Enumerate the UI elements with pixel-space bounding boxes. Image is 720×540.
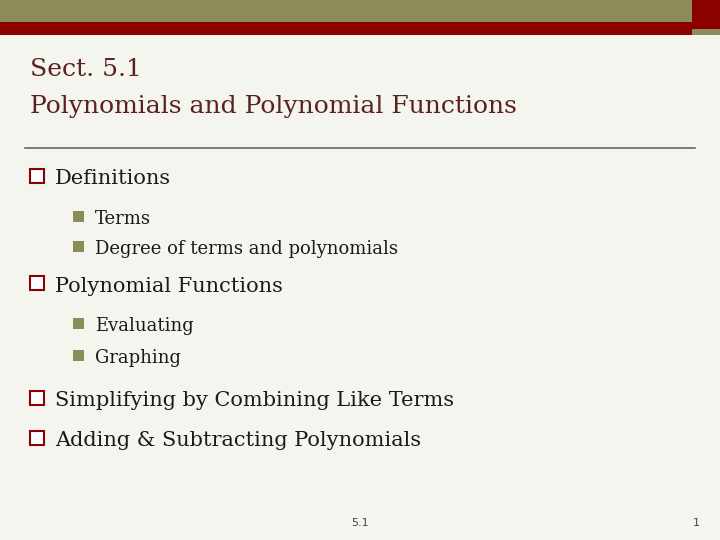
Bar xyxy=(73,318,84,329)
Bar xyxy=(73,241,84,252)
Text: Evaluating: Evaluating xyxy=(95,317,194,335)
Bar xyxy=(0,0,720,22)
Text: Polynomials and Polynomial Functions: Polynomials and Polynomial Functions xyxy=(30,95,517,118)
Bar xyxy=(692,29,720,35)
Bar xyxy=(30,391,44,405)
Bar xyxy=(0,22,720,35)
Text: Polynomial Functions: Polynomial Functions xyxy=(55,276,283,295)
Text: 1: 1 xyxy=(693,518,700,528)
Text: Adding & Subtracting Polynomials: Adding & Subtracting Polynomials xyxy=(55,431,421,450)
Bar xyxy=(30,276,44,290)
Text: Definitions: Definitions xyxy=(55,170,171,188)
Bar xyxy=(30,431,44,445)
Bar xyxy=(692,0,720,22)
Text: Simplifying by Combining Like Terms: Simplifying by Combining Like Terms xyxy=(55,392,454,410)
Text: 5.1: 5.1 xyxy=(351,518,369,528)
Bar xyxy=(73,350,84,361)
Text: Sect. 5.1: Sect. 5.1 xyxy=(30,58,142,81)
Bar xyxy=(73,211,84,222)
Bar xyxy=(30,169,44,183)
Text: Terms: Terms xyxy=(95,210,151,228)
Text: Degree of terms and polynomials: Degree of terms and polynomials xyxy=(95,240,398,258)
Text: Graphing: Graphing xyxy=(95,349,181,367)
